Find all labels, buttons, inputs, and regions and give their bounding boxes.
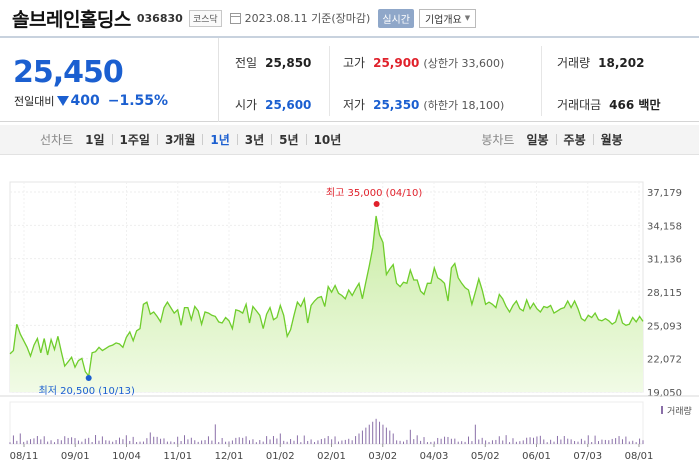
candle-chart-label: 봉차트 <box>481 133 515 147</box>
price-chart[interactable]: 37,179 34,158 31,136 28,115 25,093 22,072 19,0… <box>0 166 699 476</box>
period-10y[interactable]: 10년 <box>313 133 342 147</box>
change-percent: −1.55% <box>107 93 169 109</box>
high-value: 25,900 <box>373 56 420 70</box>
high-cell: 고가 25,900 (상한가 33,600) <box>343 54 504 71</box>
trade-value-cell: 거래대금 466 백만 <box>557 96 660 113</box>
prev-close-label: 전일 <box>235 56 258 70</box>
chart-annotations: 최고 35,000 (04/10) 최저 20,500 (10/13) <box>39 187 423 397</box>
y-tick-label: 31,136 <box>647 255 682 266</box>
open-cell: 시가 25,600 <box>235 96 311 113</box>
divider <box>111 134 113 145</box>
change-label: 전일대비 <box>14 95 55 108</box>
stock-code: 036830 <box>136 11 183 25</box>
x-tick-label: 11/01 <box>163 451 192 462</box>
chart-period-bar: 선차트 1일 1주일 3개월 1년 3년 5년 10년 봉차트 일봉 주봉 월봉 <box>0 125 699 155</box>
low-value: 25,350 <box>373 98 420 112</box>
divider <box>329 46 330 116</box>
y-tick-label: 19,050 <box>647 388 682 399</box>
x-tick-label: 02/01 <box>317 451 346 462</box>
price-line <box>9 215 644 378</box>
volume-legend-label: 거래량 <box>667 405 692 417</box>
x-tick-label: 05/02 <box>471 451 500 462</box>
line-chart-label: 선차트 <box>40 133 74 147</box>
volume-cell: 거래량 18,202 <box>557 54 644 71</box>
divider <box>592 134 594 145</box>
period-1w[interactable]: 1주일 <box>119 133 150 147</box>
max-label: 최고 35,000 (04/10) <box>326 187 422 199</box>
divider <box>202 134 204 145</box>
x-tick-label: 12/01 <box>215 451 244 462</box>
open-label: 시가 <box>235 98 258 112</box>
x-tick-label: 08/11 <box>10 451 39 462</box>
change-amount: 400 <box>70 93 100 109</box>
low-cell: 저가 25,350 (하한가 18,100) <box>343 96 504 113</box>
market-badge: 코스닥 <box>188 9 222 27</box>
prev-close-cell: 전일 25,850 <box>235 54 311 71</box>
trade-value-label: 거래대금 <box>557 98 602 112</box>
y-tick-label: 22,072 <box>647 355 682 366</box>
x-tick-label: 06/01 <box>522 451 551 462</box>
divider <box>555 134 557 145</box>
x-tick-label: 07/03 <box>573 451 602 462</box>
x-tick-label: 03/02 <box>368 451 397 462</box>
candle-monthly[interactable]: 월봉 <box>600 133 623 147</box>
realtime-button[interactable]: 실시간 <box>378 8 414 28</box>
company-info-label: 기업개요 <box>424 14 462 26</box>
divider <box>541 46 542 116</box>
x-tick-label: 10/04 <box>112 451 141 462</box>
volume-value: 18,202 <box>598 56 645 70</box>
x-tick-label: 01/02 <box>266 451 295 462</box>
y-tick-label: 37,179 <box>647 188 682 199</box>
y-tick-label: 34,158 <box>647 221 682 232</box>
divider <box>271 134 273 145</box>
chevron-down-icon: ▼ <box>464 14 471 22</box>
stock-header: 솔브레인홀딩스 036830 코스닥 2023.08.11 기준(장마감) 실시… <box>0 0 699 36</box>
divider <box>236 134 238 145</box>
calendar-icon <box>229 12 241 24</box>
x-tick-label: 09/01 <box>61 451 90 462</box>
candle-daily[interactable]: 일봉 <box>526 133 549 147</box>
upper-limit: (상한가 33,600) <box>423 57 505 70</box>
prev-close-value: 25,850 <box>265 56 312 70</box>
period-3m[interactable]: 3개월 <box>164 133 196 147</box>
period-5y[interactable]: 5년 <box>279 133 299 147</box>
price-summary: 25,450 전일대비 400 −1.55% 전일 25,850 고가 25,9… <box>0 36 699 122</box>
max-marker <box>373 201 380 208</box>
current-price: 25,450 <box>13 55 124 90</box>
x-axis: 08/11 09/01 10/04 11/01 12/01 01/02 02/01 03/02… <box>10 444 654 462</box>
high-label: 고가 <box>343 56 366 70</box>
low-label: 저가 <box>343 98 366 112</box>
volume-bars: 거래량 <box>0 395 699 445</box>
stock-name: 솔브레인홀딩스 <box>12 8 131 31</box>
x-tick-label: 04/03 <box>420 451 449 462</box>
trade-value: 466 백만 <box>609 98 661 112</box>
volume-legend-swatch <box>661 406 663 414</box>
lower-limit: (하한가 18,100) <box>423 99 505 112</box>
divider <box>156 134 158 145</box>
price-area <box>10 216 643 392</box>
volume-label: 거래량 <box>557 56 591 70</box>
min-marker <box>85 375 92 382</box>
volume-frame <box>9 401 644 445</box>
y-tick-label: 28,115 <box>647 288 682 299</box>
candle-weekly[interactable]: 주봉 <box>563 133 586 147</box>
company-info-dropdown[interactable]: 기업개요 ▼ <box>418 8 477 28</box>
min-label: 최저 20,500 (10/13) <box>39 385 135 397</box>
down-arrow-icon <box>57 96 70 106</box>
quote-date: 2023.08.11 기준(장마감) <box>244 12 371 25</box>
divider <box>305 134 307 145</box>
current-price-panel: 25,450 전일대비 400 −1.55% <box>0 38 219 122</box>
open-value: 25,600 <box>265 98 312 112</box>
y-tick-label: 25,093 <box>647 321 682 332</box>
price-change: 전일대비 400 −1.55% <box>14 93 168 109</box>
period-1y[interactable]: 1년 <box>210 133 230 147</box>
y-axis: 37,179 34,158 31,136 28,115 25,093 22,072 19,0… <box>647 188 682 399</box>
x-tick-label: 08/01 <box>625 451 654 462</box>
period-3y[interactable]: 3년 <box>244 133 265 147</box>
period-1d[interactable]: 1일 <box>85 133 105 147</box>
